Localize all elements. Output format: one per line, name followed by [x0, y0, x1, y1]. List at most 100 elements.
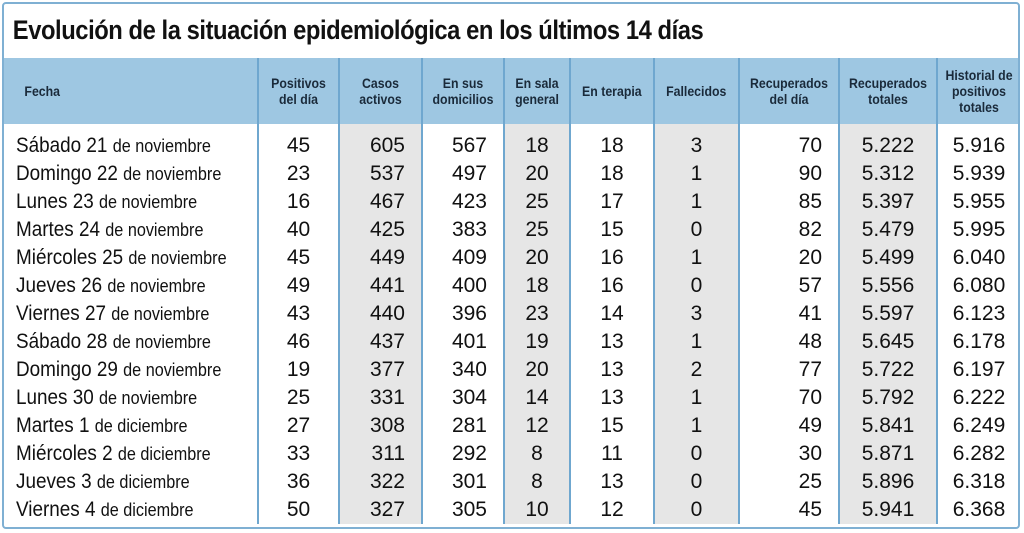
- value-cell: 6.040: [936, 244, 1018, 272]
- value-cell: 13: [569, 328, 654, 356]
- date-label: Viernes 27 de noviembre: [16, 302, 209, 326]
- column-header: En terapia: [569, 58, 654, 124]
- value-cell: 19: [257, 356, 339, 384]
- date-day: Lunes 30: [16, 386, 94, 409]
- date-cell: Viernes 4 de diciembre: [4, 496, 258, 524]
- date-cell: Lunes 23 de noviembre: [4, 188, 258, 216]
- date-label: Jueves 26 de noviembre: [16, 274, 206, 298]
- value-cell: 305: [421, 496, 504, 524]
- date-label: Martes 24 de noviembre: [16, 218, 203, 242]
- value-cell: 36: [257, 468, 339, 496]
- value-cell: 1: [653, 244, 739, 272]
- column-header-label: Recuperados del día: [749, 75, 829, 107]
- value-cell: 41: [738, 300, 839, 328]
- value-cell: 19: [503, 328, 570, 356]
- date-day: Viernes 4: [16, 498, 96, 521]
- value-cell: 440: [338, 300, 422, 328]
- date-cell: Martes 24 de noviembre: [4, 216, 258, 244]
- date-label: Miércoles 25 de noviembre: [16, 246, 227, 270]
- value-cell: 0: [653, 216, 739, 244]
- value-cell: 43: [257, 300, 339, 328]
- date-month: de noviembre: [107, 276, 206, 296]
- table-header: Fecha Positivos del día Casos activos En su…: [4, 58, 1018, 124]
- date-cell: Jueves 26 de noviembre: [4, 272, 258, 300]
- value-cell: 340: [421, 356, 504, 384]
- value-cell: 13: [569, 384, 654, 412]
- value-cell: 20: [503, 244, 570, 272]
- value-cell: 20: [503, 160, 570, 188]
- value-cell: 45: [257, 124, 339, 160]
- value-cell: 5.995: [936, 216, 1018, 244]
- value-cell: 425: [338, 216, 422, 244]
- value-cell: 301: [421, 468, 504, 496]
- value-cell: 18: [503, 124, 570, 160]
- value-cell: 5.871: [838, 440, 937, 468]
- value-cell: 396: [421, 300, 504, 328]
- value-cell: 10: [503, 496, 570, 524]
- date-month: de noviembre: [111, 304, 210, 324]
- date-cell: Miércoles 25 de noviembre: [4, 244, 258, 272]
- date-cell: Domingo 22 de noviembre: [4, 160, 258, 188]
- value-cell: 6.080: [936, 272, 1018, 300]
- value-cell: 497: [421, 160, 504, 188]
- date-day: Lunes 23: [16, 190, 94, 213]
- value-cell: 311: [338, 440, 422, 468]
- value-cell: 5.792: [838, 384, 937, 412]
- value-cell: 401: [421, 328, 504, 356]
- value-cell: 82: [738, 216, 839, 244]
- date-day: Viernes 27: [16, 302, 107, 325]
- value-cell: 537: [338, 160, 422, 188]
- value-cell: 15: [569, 412, 654, 440]
- column-header-label: Historial de positivos totales: [945, 67, 1013, 115]
- value-cell: 377: [338, 356, 422, 384]
- value-cell: 49: [257, 272, 339, 300]
- value-cell: 27: [257, 412, 339, 440]
- date-month: de diciembre: [96, 472, 190, 492]
- column-header-label: Casos activos: [359, 75, 402, 107]
- value-cell: 15: [569, 216, 654, 244]
- value-cell: 5.916: [936, 124, 1018, 160]
- value-cell: 45: [738, 496, 839, 524]
- epidemiology-table: Fecha Positivos del día Casos activos En su…: [4, 58, 1018, 524]
- value-cell: 6.318: [936, 468, 1018, 496]
- value-cell: 1: [653, 188, 739, 216]
- value-cell: 292: [421, 440, 504, 468]
- value-cell: 0: [653, 440, 739, 468]
- value-cell: 2: [653, 356, 739, 384]
- date-label: Viernes 4 de diciembre: [16, 498, 194, 522]
- value-cell: 23: [257, 160, 339, 188]
- value-cell: 18: [569, 124, 654, 160]
- column-header: Fecha: [4, 58, 258, 124]
- value-cell: 13: [569, 356, 654, 384]
- value-cell: 85: [738, 188, 839, 216]
- value-cell: 6.197: [936, 356, 1018, 384]
- date-cell: Sábado 21 de noviembre: [4, 124, 258, 160]
- table-row: Jueves 26 de noviembre 49 441 400 18 16 0 57 5.5…: [4, 272, 1018, 300]
- value-cell: 6.178: [936, 328, 1018, 356]
- value-cell: 327: [338, 496, 422, 524]
- value-cell: 40: [257, 216, 339, 244]
- value-cell: 383: [421, 216, 504, 244]
- date-month: de noviembre: [128, 248, 227, 268]
- value-cell: 30: [738, 440, 839, 468]
- value-cell: 5.955: [936, 188, 1018, 216]
- date-month: de diciembre: [94, 416, 188, 436]
- value-cell: 322: [338, 468, 422, 496]
- date-cell: Miércoles 2 de diciembre: [4, 440, 258, 468]
- value-cell: 304: [421, 384, 504, 412]
- value-cell: 23: [503, 300, 570, 328]
- value-cell: 5.645: [838, 328, 937, 356]
- value-cell: 16: [257, 188, 339, 216]
- date-label: Sábado 21 de noviembre: [16, 134, 211, 158]
- value-cell: 6.222: [936, 384, 1018, 412]
- value-cell: 6.249: [936, 412, 1018, 440]
- value-cell: 18: [569, 160, 654, 188]
- value-cell: 1: [653, 328, 739, 356]
- table-row: Sábado 21 de noviembre 45 605 567 18 18 3 70 5.2…: [4, 124, 1018, 160]
- date-label: Miércoles 2 de diciembre: [16, 442, 211, 466]
- value-cell: 49: [738, 412, 839, 440]
- date-day: Miércoles 25: [16, 246, 124, 269]
- value-cell: 8: [503, 440, 570, 468]
- value-cell: 70: [738, 384, 839, 412]
- value-cell: 0: [653, 272, 739, 300]
